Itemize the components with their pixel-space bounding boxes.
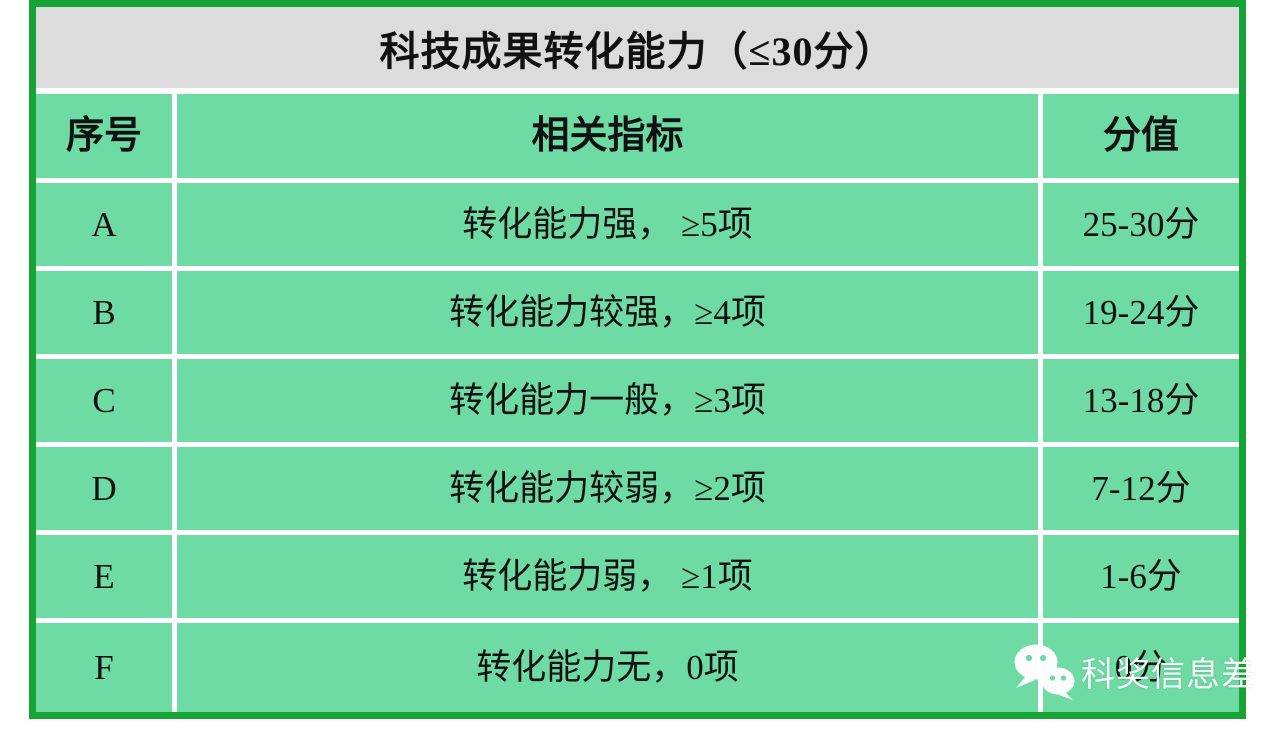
- serial-cell: F: [36, 623, 172, 712]
- header-serial: 序号: [36, 94, 172, 178]
- score-cell: 25-30分: [1043, 183, 1239, 266]
- table-title: 科技成果转化能力（≤30分）: [36, 7, 1239, 88]
- watermark-label: 科奖信息差: [1081, 655, 1256, 694]
- score-cell: 19-24分: [1043, 271, 1239, 354]
- indicator-cell: 转化能力一般，≥3项: [177, 359, 1038, 442]
- score-cell: 7-12分: [1043, 447, 1239, 530]
- table-grid: 序号 相关指标 分值 A 转化能力强， ≥5项 25-30分 B 转化能力较强，…: [36, 94, 1239, 712]
- indicator-cell: 转化能力弱， ≥1项: [177, 535, 1038, 618]
- watermark: 科奖信息差: [1012, 642, 1256, 700]
- score-cell: 0分: [1043, 623, 1239, 712]
- serial-cell: D: [36, 447, 172, 530]
- indicator-cell: 转化能力较强，≥4项: [177, 271, 1038, 354]
- indicator-cell: 转化能力较弱，≥2项: [177, 447, 1038, 530]
- serial-cell: C: [36, 359, 172, 442]
- score-table: 科技成果转化能力（≤30分） 序号 相关指标 分值 A 转化能力强， ≥5项 2…: [29, 0, 1246, 719]
- header-score: 分值: [1043, 94, 1239, 178]
- serial-cell: A: [36, 183, 172, 266]
- table-title-text: 科技成果转化能力（≤30分）: [379, 28, 896, 74]
- score-cell: 13-18分: [1043, 359, 1239, 442]
- indicator-cell: 转化能力无，0项: [177, 623, 1038, 712]
- indicator-cell: 转化能力强， ≥5项: [177, 183, 1038, 266]
- score-cell: 1-6分: [1043, 535, 1239, 618]
- wechat-icon: [1014, 644, 1075, 700]
- serial-cell: B: [36, 271, 172, 354]
- header-indicator: 相关指标: [177, 94, 1038, 178]
- serial-cell: E: [36, 535, 172, 618]
